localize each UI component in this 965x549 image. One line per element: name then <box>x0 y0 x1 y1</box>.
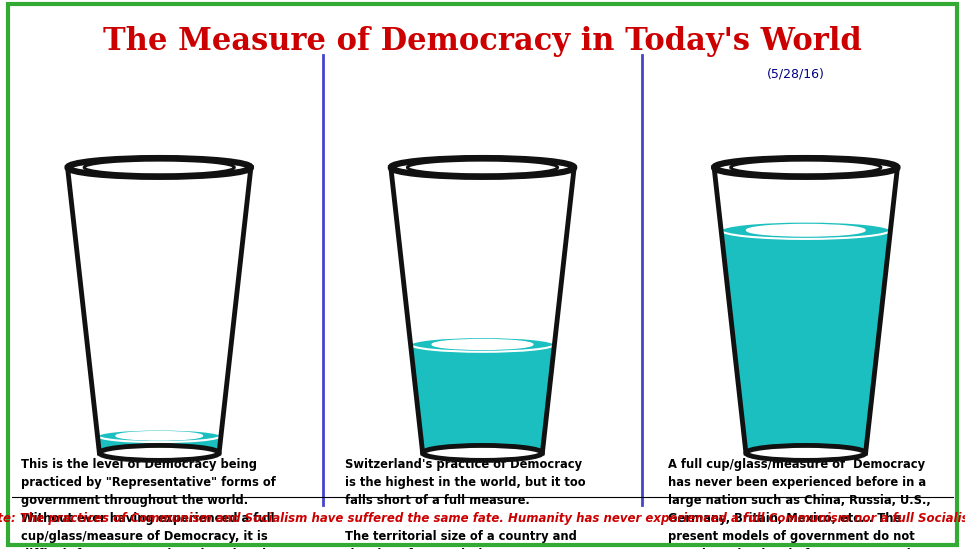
Ellipse shape <box>68 158 251 177</box>
Polygon shape <box>721 230 891 453</box>
Text: A full cup/glass/measure of  Democracy
has never been experienced before in a
la: A full cup/glass/measure of Democracy ha… <box>668 458 930 549</box>
Text: This is the level of Democracy being
practiced by "Representative" forms of
gove: This is the level of Democracy being pra… <box>21 458 284 549</box>
Ellipse shape <box>432 339 533 349</box>
Text: (5/28/16): (5/28/16) <box>767 68 825 81</box>
Ellipse shape <box>747 225 865 236</box>
Ellipse shape <box>721 222 891 239</box>
Ellipse shape <box>410 337 555 352</box>
Ellipse shape <box>99 445 219 461</box>
Ellipse shape <box>423 445 542 461</box>
Polygon shape <box>410 344 555 453</box>
Ellipse shape <box>746 445 866 461</box>
Ellipse shape <box>391 158 574 177</box>
Ellipse shape <box>714 158 897 177</box>
Text: Switzerland's practice of Democracy
is the highest in the world, but it too
fall: Switzerland's practice of Democracy is t… <box>345 458 586 549</box>
Text: (Note: The practices of Communism and Socialism have suffered the same fate. Hum: (Note: The practices of Communism and So… <box>0 512 965 525</box>
Text: The Measure of Democracy in Today's World: The Measure of Democracy in Today's Worl… <box>103 26 862 57</box>
Ellipse shape <box>116 432 203 440</box>
Ellipse shape <box>97 429 221 442</box>
Polygon shape <box>97 436 221 453</box>
